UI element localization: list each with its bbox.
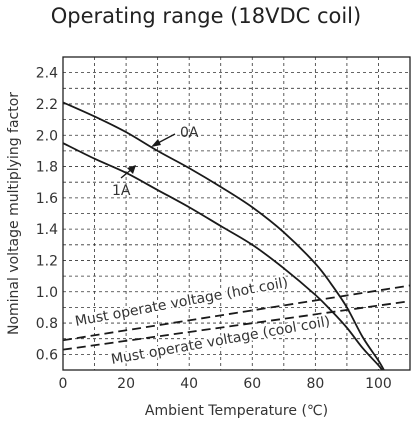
x-tick-label: 0 xyxy=(59,376,68,392)
plot-frame xyxy=(62,56,411,371)
x-tick-label: 80 xyxy=(306,376,324,392)
y-tick-label: 1.8 xyxy=(36,160,58,176)
tick-labels: 0 20 40 60 80 100 0.6 0.8 1.0 1.2 1.4 1.6 1.8 2.0 2.2 2… xyxy=(36,66,392,392)
x-tick-label: 100 xyxy=(365,376,392,392)
y-tick-label: 2.2 xyxy=(36,97,58,113)
x-tick-label: 20 xyxy=(117,376,135,392)
series-lines xyxy=(63,101,410,370)
y-axis-title: Nominal voltage multiplying factor xyxy=(6,92,22,335)
series-0a-line xyxy=(63,101,385,370)
y-tick-label: 1.2 xyxy=(36,253,58,269)
x-tick-label: 40 xyxy=(180,376,198,392)
y-tick-label: 2.0 xyxy=(36,128,58,144)
annotation-0a-arrowhead xyxy=(151,139,161,147)
y-tick-label: 0.6 xyxy=(36,347,58,363)
y-tick-label: 1.6 xyxy=(36,191,58,207)
x-tick-label: 60 xyxy=(243,376,261,392)
annotation-1a-arrowhead xyxy=(127,165,136,174)
series-must-operate-voltage-hot-coil-line xyxy=(63,284,410,342)
chart-title: Operating range (18VDC coil) xyxy=(50,4,362,28)
series-1a-line xyxy=(63,142,384,370)
y-tick-label: 1.0 xyxy=(36,285,58,301)
series-must-operate-voltage-cool-coil-line xyxy=(63,300,410,351)
grid xyxy=(63,57,410,370)
y-tick-label: 1.4 xyxy=(36,222,58,238)
annotation-0a: 0A xyxy=(180,125,199,141)
x-axis-title: Ambient Temperature (℃) xyxy=(145,403,328,419)
y-tick-label: 2.4 xyxy=(36,66,58,82)
y-tick-label: 0.8 xyxy=(36,316,58,332)
annotation-1a: 1A xyxy=(112,183,131,199)
